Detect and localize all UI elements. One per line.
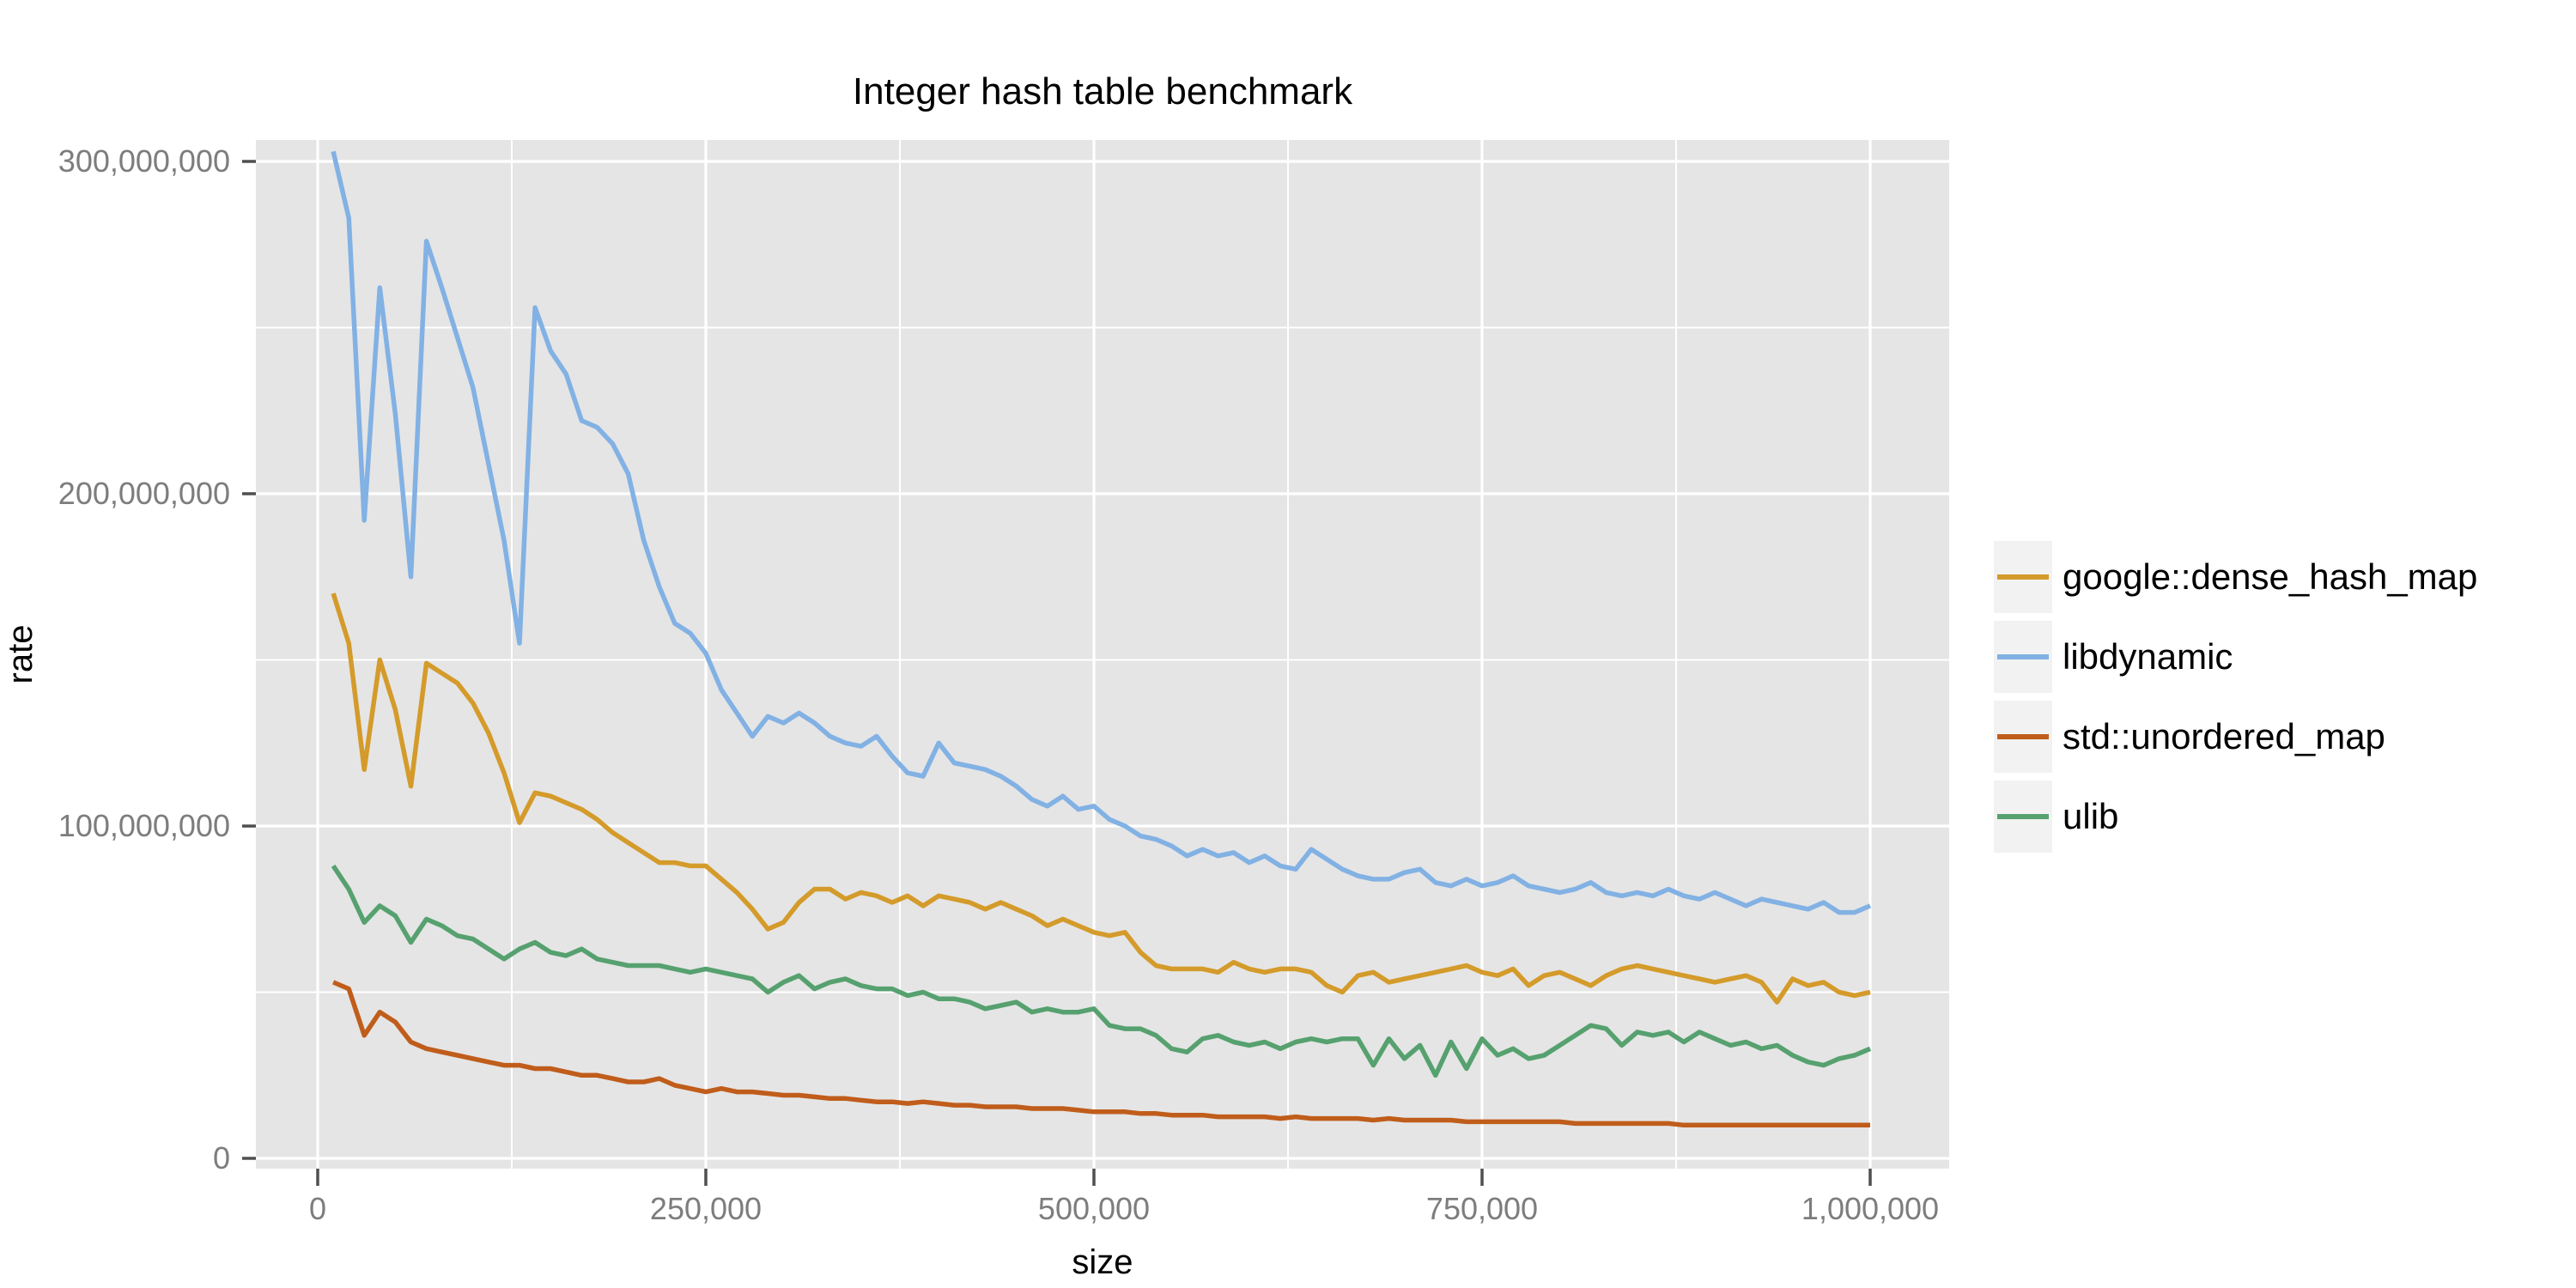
legend-key-line-icon: [1997, 734, 2049, 739]
x-tick-label: 750,000: [1425, 1191, 1539, 1226]
x-tick-label: 500,000: [1037, 1191, 1151, 1226]
y-tick-label: 0: [212, 1140, 230, 1176]
legend-label: libdynamic: [2063, 636, 2233, 677]
legend-label: ulib: [2063, 796, 2119, 836]
legend-key-swatch: [1994, 701, 2052, 773]
y-tick-label: 300,000,000: [58, 143, 230, 179]
y-axis-title: rate: [2, 624, 39, 684]
legend-label: std::unordered_map: [2063, 716, 2385, 756]
legend-key-line-icon: [1997, 574, 2049, 580]
legend-key-swatch: [1994, 621, 2052, 693]
x-axis-title: size: [1072, 1243, 1133, 1281]
x-tick-label: 250,000: [649, 1191, 762, 1226]
chart-title: Integer hash table benchmark: [852, 70, 1353, 112]
x-tick-label: 0: [308, 1191, 327, 1226]
legend-key-line-icon: [1997, 654, 2049, 659]
series-line-google::dense_hash_map: [331, 592, 1871, 1005]
y-tick-label: 200,000,000: [58, 476, 230, 511]
legend-key-line-icon: [1997, 814, 2049, 819]
series-line-std::unordered_map: [332, 980, 1870, 1128]
series-line-libdynamic: [331, 150, 1872, 915]
legend-key-swatch: [1994, 781, 2052, 853]
plot-panel: [256, 140, 1949, 1169]
x-tick-label: 1,000,000: [1801, 1191, 1940, 1226]
y-tick-label: 100,000,000: [58, 808, 230, 843]
legend-label: google::dense_hash_map: [2063, 556, 2478, 597]
legend-key-swatch: [1994, 541, 2052, 613]
series-line-ulib: [331, 864, 1872, 1078]
